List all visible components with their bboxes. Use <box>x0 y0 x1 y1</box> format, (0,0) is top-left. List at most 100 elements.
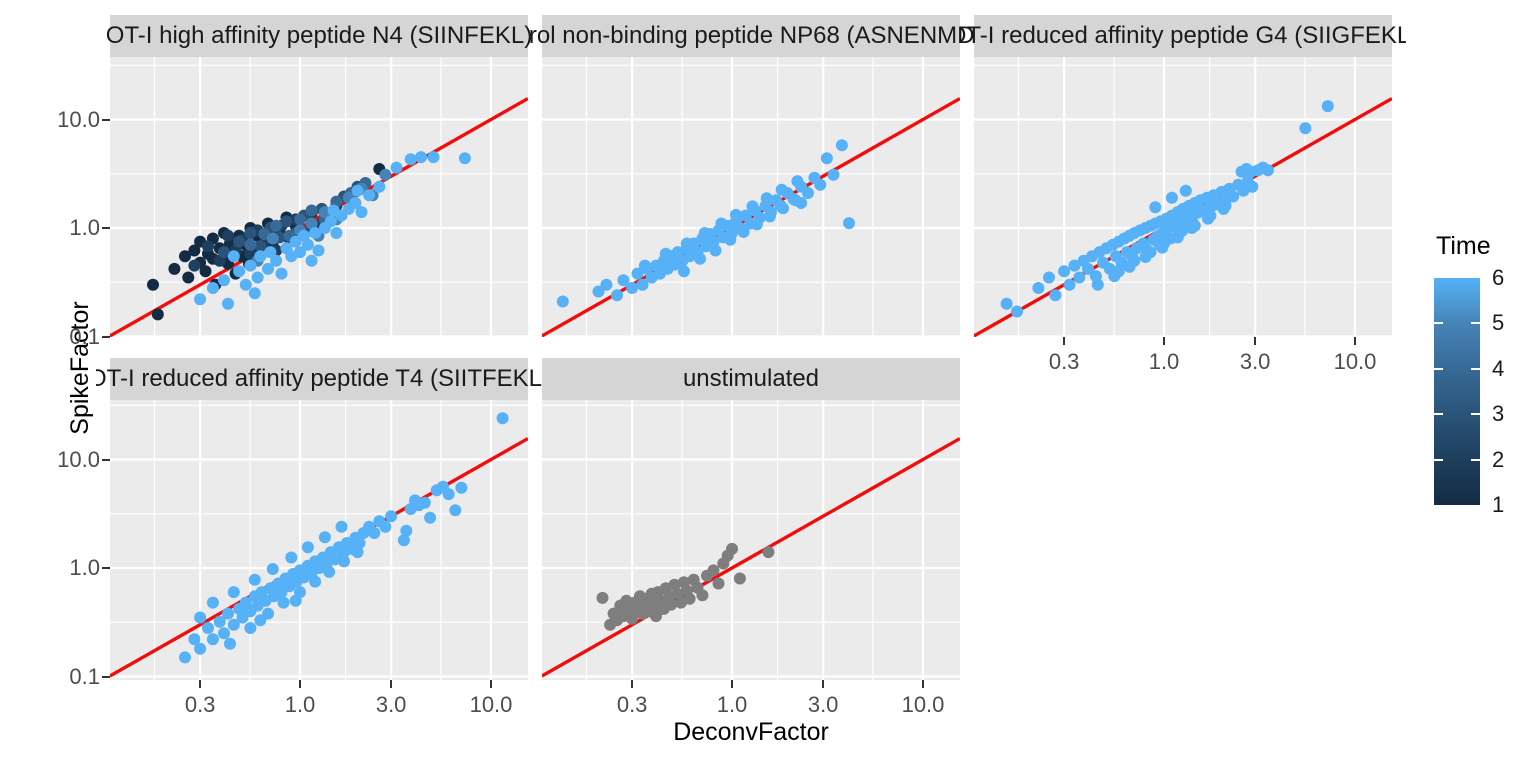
data-point <box>1261 164 1274 177</box>
data-point <box>202 240 214 253</box>
data-point <box>1139 251 1152 263</box>
data-point <box>733 572 746 585</box>
data-point <box>1165 191 1178 204</box>
data-point <box>418 496 431 509</box>
data-point <box>777 202 789 215</box>
data-point <box>496 412 509 425</box>
data-point <box>323 565 336 578</box>
x-axis-tick-label: 0.3 <box>1048 349 1080 374</box>
data-point <box>415 151 427 164</box>
data-point <box>665 598 678 611</box>
x-axis-tick-label: 0.3 <box>184 692 216 717</box>
data-point <box>677 265 690 278</box>
data-point <box>843 217 855 230</box>
facet-strip-label: OT-I high affinity peptide N4 (SIINFEKL) <box>105 22 533 49</box>
data-point <box>254 240 267 253</box>
data-point <box>227 586 240 599</box>
data-point <box>1032 282 1045 294</box>
facet-strip-label: OT-I reduced affinity peptide T4 (SIITFE… <box>96 365 542 392</box>
data-point <box>1299 122 1312 135</box>
data-point <box>404 153 417 166</box>
data-point <box>802 187 814 199</box>
y-axis-title: SpikeFactor <box>66 301 95 435</box>
data-point <box>353 537 366 549</box>
data-point <box>312 244 325 257</box>
data-point <box>696 589 709 602</box>
data-point <box>636 278 649 291</box>
x-axis-tick <box>631 680 634 688</box>
data-point <box>397 534 410 547</box>
data-point <box>206 633 219 646</box>
data-point <box>683 592 696 605</box>
x-axis-tick-label: 3.0 <box>375 692 407 717</box>
data-point <box>611 289 623 302</box>
data-point <box>285 551 298 564</box>
data-point <box>270 219 283 232</box>
y-axis-tick-label: 1.0 <box>69 555 100 580</box>
data-point <box>168 262 181 275</box>
identity-reference-line <box>542 437 960 678</box>
data-point <box>1185 222 1198 234</box>
data-point <box>309 575 322 588</box>
data-point <box>698 227 711 239</box>
data-point <box>262 262 274 275</box>
data-point <box>373 180 386 193</box>
data-point <box>294 213 306 226</box>
data-point <box>600 278 613 291</box>
legend-title: Time <box>1436 232 1491 260</box>
data-point <box>254 614 267 627</box>
x-axis-tick <box>490 680 492 688</box>
facet-strip: OT-I reduced affinity peptide G4 (SIIGFE… <box>960 15 1406 57</box>
time-colorbar <box>1434 278 1480 505</box>
legend-tick-label: 4 <box>1492 355 1505 381</box>
data-point <box>1000 297 1013 310</box>
data-point <box>254 250 267 263</box>
y-axis-tick-label: 10.0 <box>57 446 100 472</box>
x-axis-tick-label: 1.0 <box>284 692 316 717</box>
data-point <box>251 271 264 284</box>
x-axis-tick <box>731 680 733 688</box>
data-point <box>355 206 368 219</box>
data-point <box>179 651 191 664</box>
scatter-plot-area <box>110 57 528 337</box>
legend-tick-mark <box>1471 413 1480 416</box>
data-point <box>206 596 219 609</box>
x-axis-tick-label: 1.0 <box>716 692 748 717</box>
data-point <box>1156 241 1169 254</box>
facet-strip-label: unstimulated <box>682 365 820 392</box>
x-axis-tick <box>922 680 924 688</box>
data-point <box>305 204 318 217</box>
data-point <box>814 178 827 191</box>
data-point <box>709 244 722 257</box>
data-point <box>556 295 569 308</box>
facet-panel: 0.3 1.0 3.0 10.0 <box>974 57 1392 374</box>
data-point <box>650 610 662 623</box>
legend-tick-label: 2 <box>1492 446 1505 472</box>
facet-panel: 0.1 1.0 10.0 <box>57 57 528 349</box>
data-point <box>746 200 759 213</box>
data-point <box>224 637 236 650</box>
facet-strip: OT-I high affinity peptide N4 (SIINFEKL) <box>106 15 532 57</box>
y-axis-tick <box>102 458 110 461</box>
facet-strip-label: control non-binding peptide NP68 (ASNENM… <box>528 22 974 49</box>
data-point <box>233 235 246 248</box>
data-point <box>730 208 742 221</box>
x-axis-tick-label: 10.0 <box>469 692 513 717</box>
data-point <box>1058 265 1071 278</box>
facet-strip-label: OT-I reduced affinity peptide G4 (SIIGFE… <box>960 22 1406 49</box>
data-point <box>726 542 738 555</box>
data-point <box>379 168 392 181</box>
data-point <box>277 596 290 609</box>
data-point <box>327 204 340 217</box>
x-axis-tick <box>1254 337 1257 345</box>
data-point <box>680 237 693 250</box>
data-point <box>218 627 230 640</box>
data-point <box>248 287 261 300</box>
identity-reference-line <box>110 97 528 337</box>
legend-tick-mark <box>1471 458 1480 461</box>
y-axis-tick <box>102 567 110 569</box>
data-point <box>318 531 331 544</box>
data-point <box>763 210 776 223</box>
data-point <box>592 285 605 298</box>
legend-tick-mark <box>1471 367 1480 370</box>
